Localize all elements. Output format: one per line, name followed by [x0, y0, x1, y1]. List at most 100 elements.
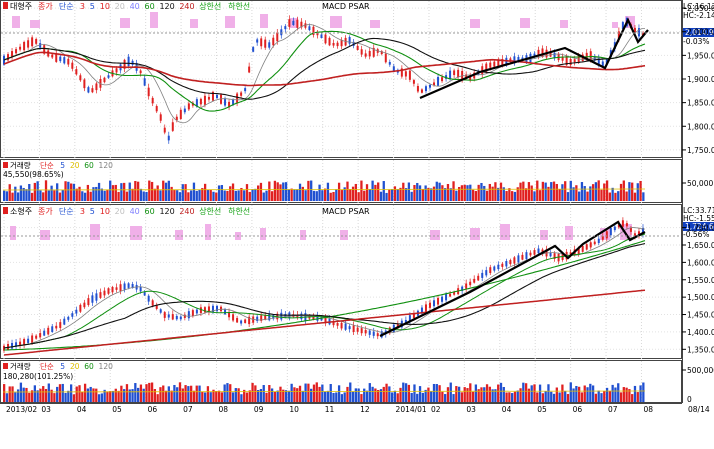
volume-bar — [399, 187, 402, 201]
volume-bar — [611, 384, 614, 402]
volume-bar — [326, 182, 330, 201]
candle — [59, 322, 62, 328]
candle — [336, 323, 339, 326]
candle — [159, 114, 162, 121]
volume-bar — [103, 190, 106, 201]
volume-bar — [558, 189, 561, 201]
volume-bar — [586, 191, 589, 201]
index-name: 소형주 — [10, 207, 32, 216]
volume-bar — [234, 190, 237, 201]
volume-bar — [555, 183, 558, 201]
volume-bar — [591, 184, 595, 201]
volume-bar — [499, 382, 503, 402]
candle — [332, 320, 335, 326]
candle — [557, 253, 560, 262]
candle — [320, 34, 323, 38]
candle — [236, 318, 239, 323]
candle — [392, 66, 395, 72]
candle — [55, 325, 58, 329]
volume-bar — [399, 387, 402, 402]
legend-entry: 60 — [84, 161, 94, 170]
volume-bar — [463, 387, 466, 402]
volume-bar — [245, 184, 249, 201]
volume-bar — [89, 386, 92, 402]
volume-bar — [628, 182, 631, 201]
volume-bar — [555, 387, 558, 402]
y-tick-label: 1,950.00 — [687, 51, 714, 60]
volume-bar — [354, 388, 357, 402]
volume-bar — [307, 383, 310, 402]
legend-entry: 60 — [84, 362, 94, 371]
legend-entry: 상한선 — [199, 206, 221, 216]
candle — [27, 338, 30, 343]
volume-bar — [223, 190, 226, 201]
volume-bar — [446, 387, 450, 402]
macd-bar — [300, 230, 306, 240]
volume-bar — [229, 384, 232, 402]
volume-bar — [631, 394, 634, 402]
volume-bar — [284, 182, 288, 201]
candle — [119, 284, 122, 292]
volume-bar — [195, 190, 198, 201]
candle — [147, 87, 150, 97]
candle — [428, 302, 431, 308]
candle — [107, 75, 110, 78]
lc-value: LC:33.71 — [683, 206, 714, 215]
volume-bar — [44, 180, 48, 201]
volume-bar — [544, 182, 547, 201]
volume-bar — [388, 189, 391, 201]
x-tick-label: 11 — [325, 405, 335, 414]
volume-bar — [363, 388, 366, 402]
candle — [268, 314, 271, 321]
legend-entry: 종가 — [38, 2, 53, 11]
y-tick-label: 1,600.00 — [687, 258, 714, 267]
volume-bar — [117, 390, 120, 402]
x-tick-label: 06 — [148, 405, 158, 414]
candle — [236, 93, 239, 103]
legend-entry: 3 — [80, 207, 85, 216]
volume-bar — [192, 182, 196, 201]
volume-bar — [148, 382, 151, 402]
hc-value: HC:-1.55 — [683, 214, 714, 223]
candle — [352, 325, 355, 332]
volume-bar — [44, 388, 48, 402]
volume-bar — [257, 390, 260, 402]
volume-bar — [396, 393, 399, 402]
candle — [416, 85, 419, 92]
volume-bar — [446, 184, 450, 201]
macd-bar — [40, 230, 50, 240]
macd-bar — [150, 12, 158, 28]
candle — [95, 293, 98, 301]
candle — [493, 266, 496, 271]
candle — [195, 99, 198, 107]
volume-bar — [184, 385, 187, 402]
legend-entry: 단순 — [59, 1, 74, 11]
candle — [360, 49, 363, 55]
volume-bar — [611, 187, 614, 201]
candle — [167, 314, 170, 318]
volume-bar — [519, 182, 522, 201]
legend-entry: 하한선 — [228, 206, 250, 216]
volume-bar — [625, 191, 628, 201]
trend-line — [419, 17, 649, 100]
candle — [517, 255, 520, 263]
volume-bar — [117, 191, 120, 201]
volume-bar — [499, 182, 503, 201]
volume-bar — [622, 387, 625, 402]
candle — [139, 70, 142, 74]
volume-bar — [265, 392, 268, 402]
volume-bar — [642, 192, 645, 201]
volume-bar — [407, 182, 411, 201]
candle — [296, 19, 299, 28]
candle — [437, 77, 440, 86]
volume-bar — [332, 392, 335, 402]
candle — [593, 241, 596, 245]
candle — [183, 314, 186, 318]
y-tick-label: 50,000 — [687, 179, 713, 188]
volume-bar — [170, 390, 173, 402]
volume-bar — [176, 190, 179, 201]
y-tick-label: 500,000 — [687, 366, 714, 375]
volume-bar — [100, 393, 103, 402]
legend-entry: 단순 — [40, 160, 54, 170]
